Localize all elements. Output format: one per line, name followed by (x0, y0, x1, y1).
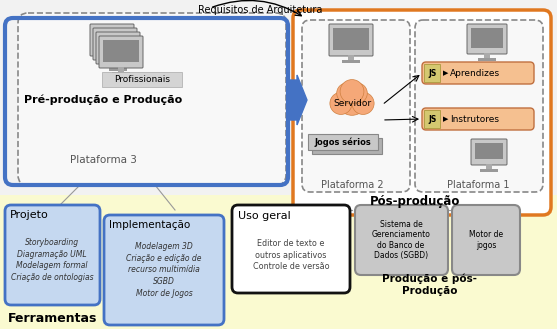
Text: ▶: ▶ (443, 70, 448, 76)
Bar (471, 28, 503, 48)
FancyBboxPatch shape (18, 13, 286, 185)
Text: Servidor: Servidor (333, 98, 371, 108)
Bar (97, 32, 133, 54)
Text: Editor de texto e
outros aplicativos
Controle de versão: Editor de texto e outros aplicativos Con… (253, 239, 329, 271)
FancyBboxPatch shape (93, 28, 137, 60)
Bar (484, 53, 490, 58)
FancyBboxPatch shape (452, 205, 520, 275)
Bar (480, 169, 498, 172)
FancyBboxPatch shape (467, 24, 507, 54)
Bar (112, 72, 130, 75)
Text: ▶: ▶ (443, 116, 448, 122)
Text: Modelagem 3D
Criação e edição de
recurso multimídia
SGBD
Motor de Jogos: Modelagem 3D Criação e edição de recurso… (126, 242, 202, 298)
Bar (475, 143, 503, 159)
Bar (109, 68, 127, 71)
FancyBboxPatch shape (415, 20, 543, 192)
Circle shape (340, 80, 364, 103)
Bar (100, 36, 136, 58)
Bar (308, 134, 378, 150)
Text: Sistema de
Gerenciamento
do Banco de
Dados (SGBD): Sistema de Gerenciamento do Banco de Dad… (372, 220, 431, 260)
Text: Plataforma 3: Plataforma 3 (70, 155, 136, 165)
Text: JS: JS (428, 114, 436, 123)
Text: Projeto: Projeto (10, 210, 49, 220)
Text: Plataforma 2: Plataforma 2 (321, 180, 383, 190)
FancyArrow shape (287, 75, 307, 125)
Bar (348, 55, 354, 60)
Bar (424, 64, 440, 82)
Text: Motor de
jogos: Motor de jogos (469, 230, 503, 250)
FancyBboxPatch shape (422, 108, 534, 130)
FancyBboxPatch shape (422, 62, 534, 84)
FancyBboxPatch shape (329, 24, 373, 56)
Text: Plataforma 1: Plataforma 1 (447, 180, 509, 190)
Bar (102, 72, 182, 87)
Bar (333, 28, 369, 50)
Text: Instrutores: Instrutores (450, 114, 499, 123)
FancyBboxPatch shape (471, 139, 507, 165)
Bar (478, 58, 496, 61)
FancyBboxPatch shape (5, 205, 100, 305)
Text: Storyboarding
Diagramação UML
Modelagem formal
Criação de ontologias: Storyboarding Diagramação UML Modelagem … (11, 238, 94, 282)
Text: Produção e pós-
Produção: Produção e pós- Produção (383, 274, 477, 296)
Bar (103, 60, 121, 63)
Bar (0, 195, 557, 329)
Circle shape (336, 83, 357, 103)
Text: Jogos sérios: Jogos sérios (315, 137, 372, 147)
FancyBboxPatch shape (104, 215, 224, 325)
Bar (424, 110, 440, 128)
Bar (0, 0, 557, 220)
Circle shape (352, 92, 374, 114)
Bar (94, 28, 130, 50)
FancyBboxPatch shape (293, 10, 551, 215)
Text: Pós-produção: Pós-produção (370, 195, 460, 209)
FancyBboxPatch shape (355, 205, 448, 275)
Bar (312, 138, 382, 154)
Text: JS: JS (428, 68, 436, 78)
FancyBboxPatch shape (90, 24, 134, 56)
Circle shape (347, 83, 367, 103)
Bar (486, 164, 492, 169)
FancyBboxPatch shape (302, 20, 410, 192)
Text: Requisitos de Arquitetura: Requisitos de Arquitetura (198, 5, 322, 15)
Bar (115, 63, 121, 68)
Bar (103, 40, 139, 62)
FancyBboxPatch shape (96, 32, 140, 64)
Text: Pré-produção e Produção: Pré-produção e Produção (24, 95, 182, 105)
Text: Aprendizes: Aprendizes (450, 68, 500, 78)
Bar (342, 60, 360, 63)
Circle shape (330, 92, 352, 114)
FancyBboxPatch shape (99, 36, 143, 68)
Bar (112, 59, 118, 64)
Text: Implementação: Implementação (109, 220, 190, 230)
Circle shape (336, 85, 367, 115)
Text: Profissionais: Profissionais (114, 75, 170, 84)
Text: Ferramentas: Ferramentas (8, 312, 97, 324)
Bar (118, 67, 124, 72)
Bar (109, 55, 115, 60)
Text: Uso geral: Uso geral (238, 211, 291, 221)
FancyBboxPatch shape (232, 205, 350, 293)
Bar (106, 64, 124, 67)
